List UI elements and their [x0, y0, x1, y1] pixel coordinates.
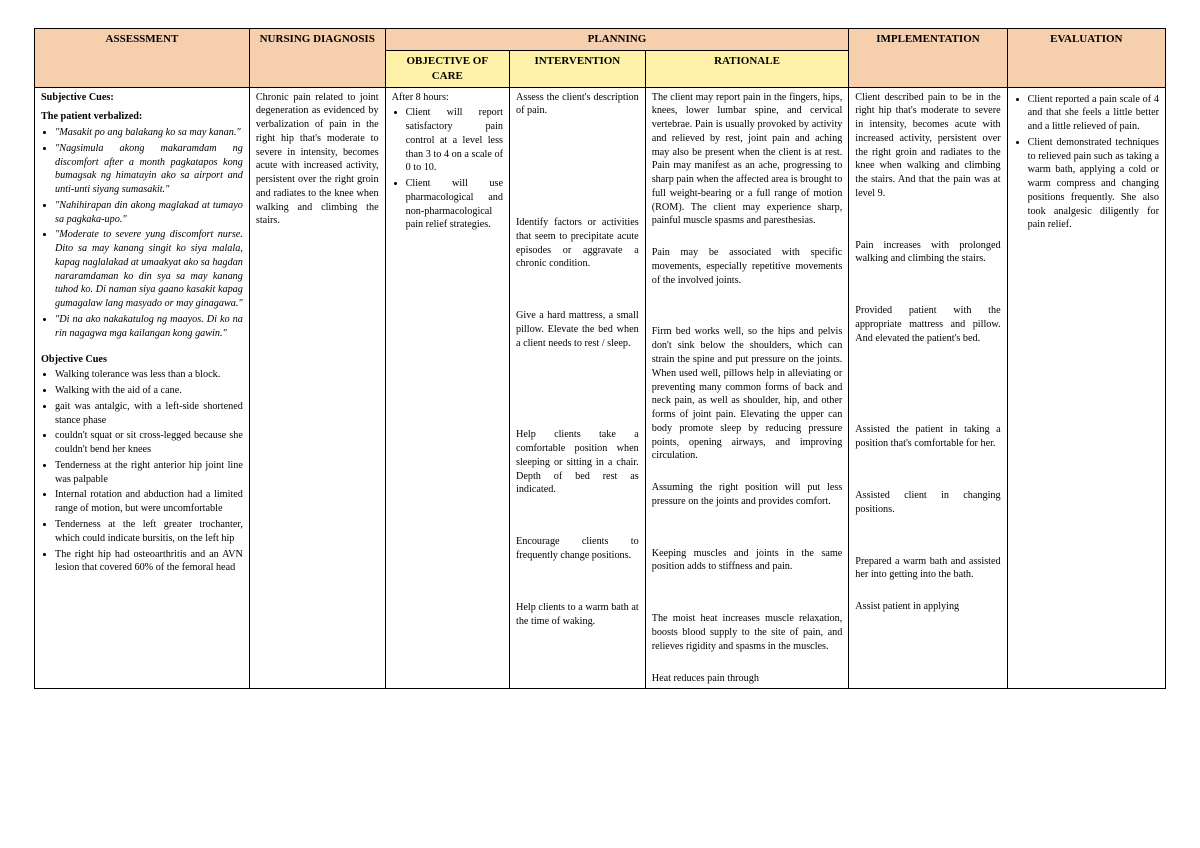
- cell-evaluation: Client reported a pain scale of 4 and th…: [1007, 87, 1165, 689]
- objective-list: Walking tolerance was less than a block.…: [41, 368, 243, 575]
- list-item: The right hip had osteoarthritis and an …: [55, 548, 243, 576]
- intervention-item: Encourage clients to frequently change p…: [516, 535, 639, 563]
- col-assessment: ASSESSMENT: [35, 29, 250, 88]
- rationale-item: Assuming the right position will put les…: [652, 481, 843, 509]
- list-item: Tenderness at the left greater trochante…: [55, 518, 243, 546]
- implementation-item: Assist patient in applying: [855, 600, 1000, 614]
- intervention-item: Help clients take a comfortable position…: [516, 428, 639, 497]
- rationale-item: The moist heat increases muscle relaxati…: [652, 612, 843, 653]
- implementation-item: Provided patient with the appropriate ma…: [855, 304, 1000, 345]
- implementation-item: Assisted the patient in taking a positio…: [855, 423, 1000, 451]
- list-item: Client will report satisfactory pain con…: [406, 106, 503, 175]
- cell-objective: After 8 hours: Client will report satisf…: [385, 87, 509, 689]
- col-rationale: RATIONALE: [645, 50, 849, 87]
- nursing-care-plan-table: ASSESSMENT NURSING DIAGNOSIS PLANNING IM…: [34, 28, 1166, 689]
- col-planning: PLANNING: [385, 29, 849, 51]
- list-item: gait was antalgic, with a left-side shor…: [55, 400, 243, 428]
- list-item: Tenderness at the right anterior hip joi…: [55, 459, 243, 487]
- intervention-item: Help clients to a warm bath at the time …: [516, 601, 639, 629]
- implementation-item: Prepared a warm bath and assisted her in…: [855, 555, 1000, 583]
- subjective-cues-heading: Subjective Cues:: [41, 91, 243, 105]
- col-objective: OBJECTIVE OF CARE: [385, 50, 509, 87]
- objective-list: Client will report satisfactory pain con…: [392, 106, 503, 232]
- list-item: "Masakit po ang balakang ko sa may kanan…: [55, 126, 243, 140]
- list-item: "Di na ako nakakatulog ng maayos. Di ko …: [55, 313, 243, 341]
- evaluation-list: Client reported a pain scale of 4 and th…: [1014, 93, 1159, 233]
- list-item: "Moderate to severe yung discomfort nurs…: [55, 228, 243, 311]
- intervention-item: Identify factors or activities that seem…: [516, 216, 639, 271]
- intervention-item: Assess the client's description of pain.: [516, 91, 639, 119]
- objective-cues-heading: Objective Cues: [41, 353, 243, 367]
- list-item: Walking with the aid of a cane.: [55, 384, 243, 398]
- cell-diagnosis: Chronic pain related to joint degenerati…: [249, 87, 385, 689]
- list-item: "Nahihirapan din akong maglakad at tumay…: [55, 199, 243, 227]
- list-item: "Nagsimula akong makaramdam ng discomfor…: [55, 142, 243, 197]
- col-diagnosis: NURSING DIAGNOSIS: [249, 29, 385, 88]
- verbalized-heading: The patient verbalized:: [41, 110, 243, 124]
- rationale-item: Firm bed works well, so the hips and pel…: [652, 325, 843, 463]
- implementation-item: Pain increases with prolonged walking an…: [855, 239, 1000, 267]
- list-item: Client will use pharmacological and non-…: [406, 177, 503, 232]
- col-implementation: IMPLEMENTATION: [849, 29, 1007, 88]
- rationale-item: The client may report pain in the finger…: [652, 91, 843, 229]
- intervention-item: Give a hard mattress, a small pillow. El…: [516, 309, 639, 350]
- subjective-list: "Masakit po ang balakang ko sa may kanan…: [41, 126, 243, 340]
- cell-assessment: Subjective Cues: The patient verbalized:…: [35, 87, 250, 689]
- cell-rationale: The client may report pain in the finger…: [645, 87, 849, 689]
- rationale-item: Heat reduces pain through: [652, 672, 843, 686]
- col-evaluation: EVALUATION: [1007, 29, 1165, 88]
- list-item: Walking tolerance was less than a block.: [55, 368, 243, 382]
- implementation-item: Assisted client in changing positions.: [855, 489, 1000, 517]
- objective-lead: After 8 hours:: [392, 91, 503, 105]
- list-item: Internal rotation and abduction had a li…: [55, 488, 243, 516]
- cell-implementation: Client described pain to be in the right…: [849, 87, 1007, 689]
- cell-intervention: Assess the client's description of pain.…: [510, 87, 646, 689]
- list-item: Client reported a pain scale of 4 and th…: [1028, 93, 1159, 134]
- rationale-item: Pain may be associated with specific mov…: [652, 246, 843, 287]
- list-item: couldn't squat or sit cross-legged becau…: [55, 429, 243, 457]
- table-row: Subjective Cues: The patient verbalized:…: [35, 87, 1166, 689]
- rationale-item: Keeping muscles and joints in the same p…: [652, 547, 843, 575]
- col-intervention: INTERVENTION: [510, 50, 646, 87]
- list-item: Client demonstrated techniques to reliev…: [1028, 136, 1159, 232]
- implementation-item: Client described pain to be in the right…: [855, 91, 1000, 201]
